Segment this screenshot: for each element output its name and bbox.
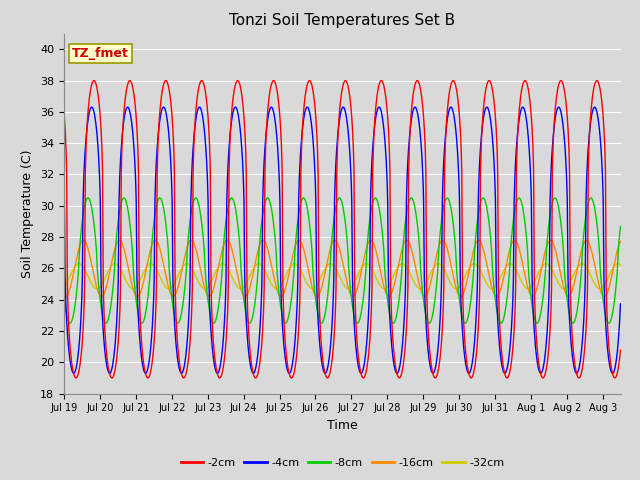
X-axis label: Time: Time [327,419,358,432]
Text: TZ_fmet: TZ_fmet [72,47,129,60]
Legend: -2cm, -4cm, -8cm, -16cm, -32cm: -2cm, -4cm, -8cm, -16cm, -32cm [176,453,509,472]
Y-axis label: Soil Temperature (C): Soil Temperature (C) [22,149,35,278]
Title: Tonzi Soil Temperatures Set B: Tonzi Soil Temperatures Set B [229,13,456,28]
